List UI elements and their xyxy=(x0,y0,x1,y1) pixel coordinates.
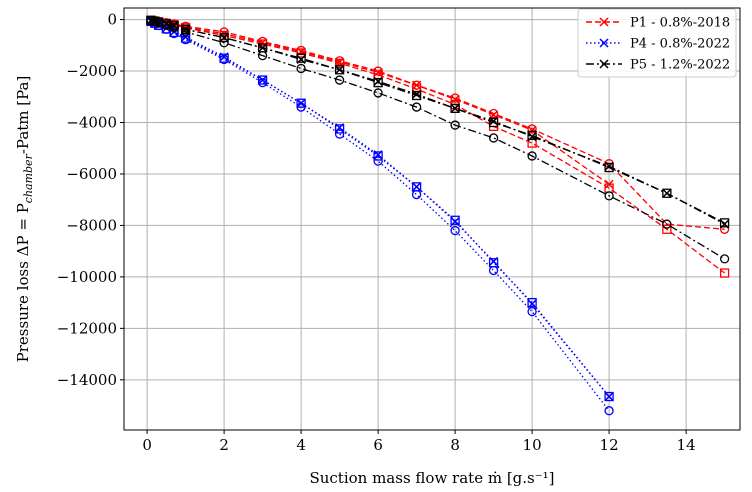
data-point-square xyxy=(296,53,306,63)
data-point-x xyxy=(527,125,537,135)
data-point-circle xyxy=(411,189,422,200)
data-point-circle xyxy=(411,102,422,112)
data-point-x xyxy=(604,392,614,402)
data-point-x xyxy=(258,75,268,85)
data-point-square xyxy=(257,43,268,53)
data-point-circle xyxy=(527,306,537,317)
plot-frame xyxy=(123,7,741,431)
data-point-square xyxy=(527,130,537,141)
data-point-square xyxy=(334,58,345,68)
ticks: 0 2 4 6 8 10 12 14 0 −2000 −4000 −6000 −8000 −10000 −1… xyxy=(57,11,696,454)
data-point-square xyxy=(662,224,672,234)
data-point-square xyxy=(719,218,730,228)
data-point-square xyxy=(257,75,268,85)
data-point-circle xyxy=(450,93,460,103)
data-point-square xyxy=(296,98,306,108)
data-point-square xyxy=(296,48,306,58)
x-tick-label: 2 xyxy=(219,436,229,454)
y-axis-label: Pressure loss ΔP = Pchamber-Patm [Pa] xyxy=(14,76,35,363)
data-point-square xyxy=(488,258,499,268)
data-point-square xyxy=(411,90,422,101)
x-tick-label: 12 xyxy=(600,436,619,454)
data-point-square xyxy=(219,32,229,43)
data-point-circle xyxy=(488,265,499,276)
data-point-x xyxy=(412,182,422,192)
data-point-square xyxy=(411,84,422,94)
data-point-square xyxy=(450,103,460,114)
data-point-circle xyxy=(527,124,537,134)
data-point-circle xyxy=(527,151,537,161)
data-point-circle xyxy=(662,219,672,229)
series-group xyxy=(146,15,730,228)
data-point-circle xyxy=(450,225,460,236)
x-tick-label: 8 xyxy=(450,436,460,454)
y-tick-label: −8000 xyxy=(66,216,117,234)
x-tick-label: 6 xyxy=(373,436,383,454)
y-tick-label: −6000 xyxy=(66,165,117,183)
data-point-square xyxy=(527,297,537,308)
y-tick-label: 0 xyxy=(107,11,117,29)
data-point-circle xyxy=(488,108,499,119)
y-tick-label: −4000 xyxy=(66,114,117,132)
legend-label: P5 - 1.2%-2022 xyxy=(630,58,730,73)
data-point-x xyxy=(599,17,609,27)
series-line xyxy=(150,19,725,260)
data-point-square xyxy=(169,21,179,31)
series-line xyxy=(150,19,725,224)
data-point-circle xyxy=(219,38,229,48)
data-point-square xyxy=(180,24,191,35)
data-point-circle xyxy=(488,133,499,143)
x-tick-label: 0 xyxy=(142,436,152,454)
data-point-square xyxy=(373,77,383,88)
series-group xyxy=(146,16,614,416)
data-point-circle xyxy=(373,88,383,98)
data-point-x xyxy=(599,59,609,69)
data-point-square xyxy=(488,117,499,128)
x-tick-label: 10 xyxy=(523,436,542,454)
data-point-square xyxy=(219,53,229,63)
data-point-square xyxy=(662,188,672,198)
data-point-square xyxy=(719,268,730,278)
y-tick-label: −2000 xyxy=(66,62,117,80)
data-point-square xyxy=(334,65,345,75)
data-point-circle xyxy=(334,75,345,85)
legend-label: P1 - 0.8%-2018 xyxy=(630,16,730,31)
y-tick-label: −14000 xyxy=(57,371,117,389)
y-axis-label-prefix: Pressure loss ΔP = P xyxy=(14,203,32,362)
y-axis-label-suffix: -Patm [Pa] xyxy=(14,76,32,155)
data-point-circle xyxy=(719,224,730,234)
data-point-square xyxy=(411,182,422,192)
data-point-square xyxy=(180,33,191,43)
data-point-circle xyxy=(604,406,614,416)
data-point-circle xyxy=(373,156,383,166)
data-point-square xyxy=(334,124,345,134)
data-point-circle xyxy=(450,120,460,130)
legend-label: P4 - 0.8%-2022 xyxy=(630,37,730,52)
series-line xyxy=(150,20,610,397)
series-layer xyxy=(146,15,730,416)
series-line xyxy=(150,19,725,225)
data-point-square xyxy=(169,27,179,38)
data-point-circle xyxy=(334,129,345,139)
data-point-circle xyxy=(719,254,730,264)
y-axis-label-subscript: chamber xyxy=(22,153,35,203)
legend: P1 - 0.8%-2018 P4 - 0.8%-2022 P5 - 1.2%-20… xyxy=(577,8,737,78)
data-point-square xyxy=(604,162,614,173)
y-tick-label: −10000 xyxy=(57,268,117,286)
series-line xyxy=(150,20,610,397)
data-point-circle xyxy=(296,63,306,74)
data-point-square xyxy=(604,391,614,402)
data-point-square xyxy=(450,215,460,225)
x-tick-label: 14 xyxy=(677,436,696,454)
x-axis-label: Suction mass flow rate ṁ [g.s⁻¹] xyxy=(309,469,554,487)
x-tick-label: 4 xyxy=(296,436,306,454)
data-point-square xyxy=(373,151,383,161)
legend-box xyxy=(577,8,737,78)
data-point-circle xyxy=(604,191,614,201)
grid xyxy=(124,8,740,430)
y-tick-label: −12000 xyxy=(57,319,117,337)
data-point-x xyxy=(599,38,609,48)
